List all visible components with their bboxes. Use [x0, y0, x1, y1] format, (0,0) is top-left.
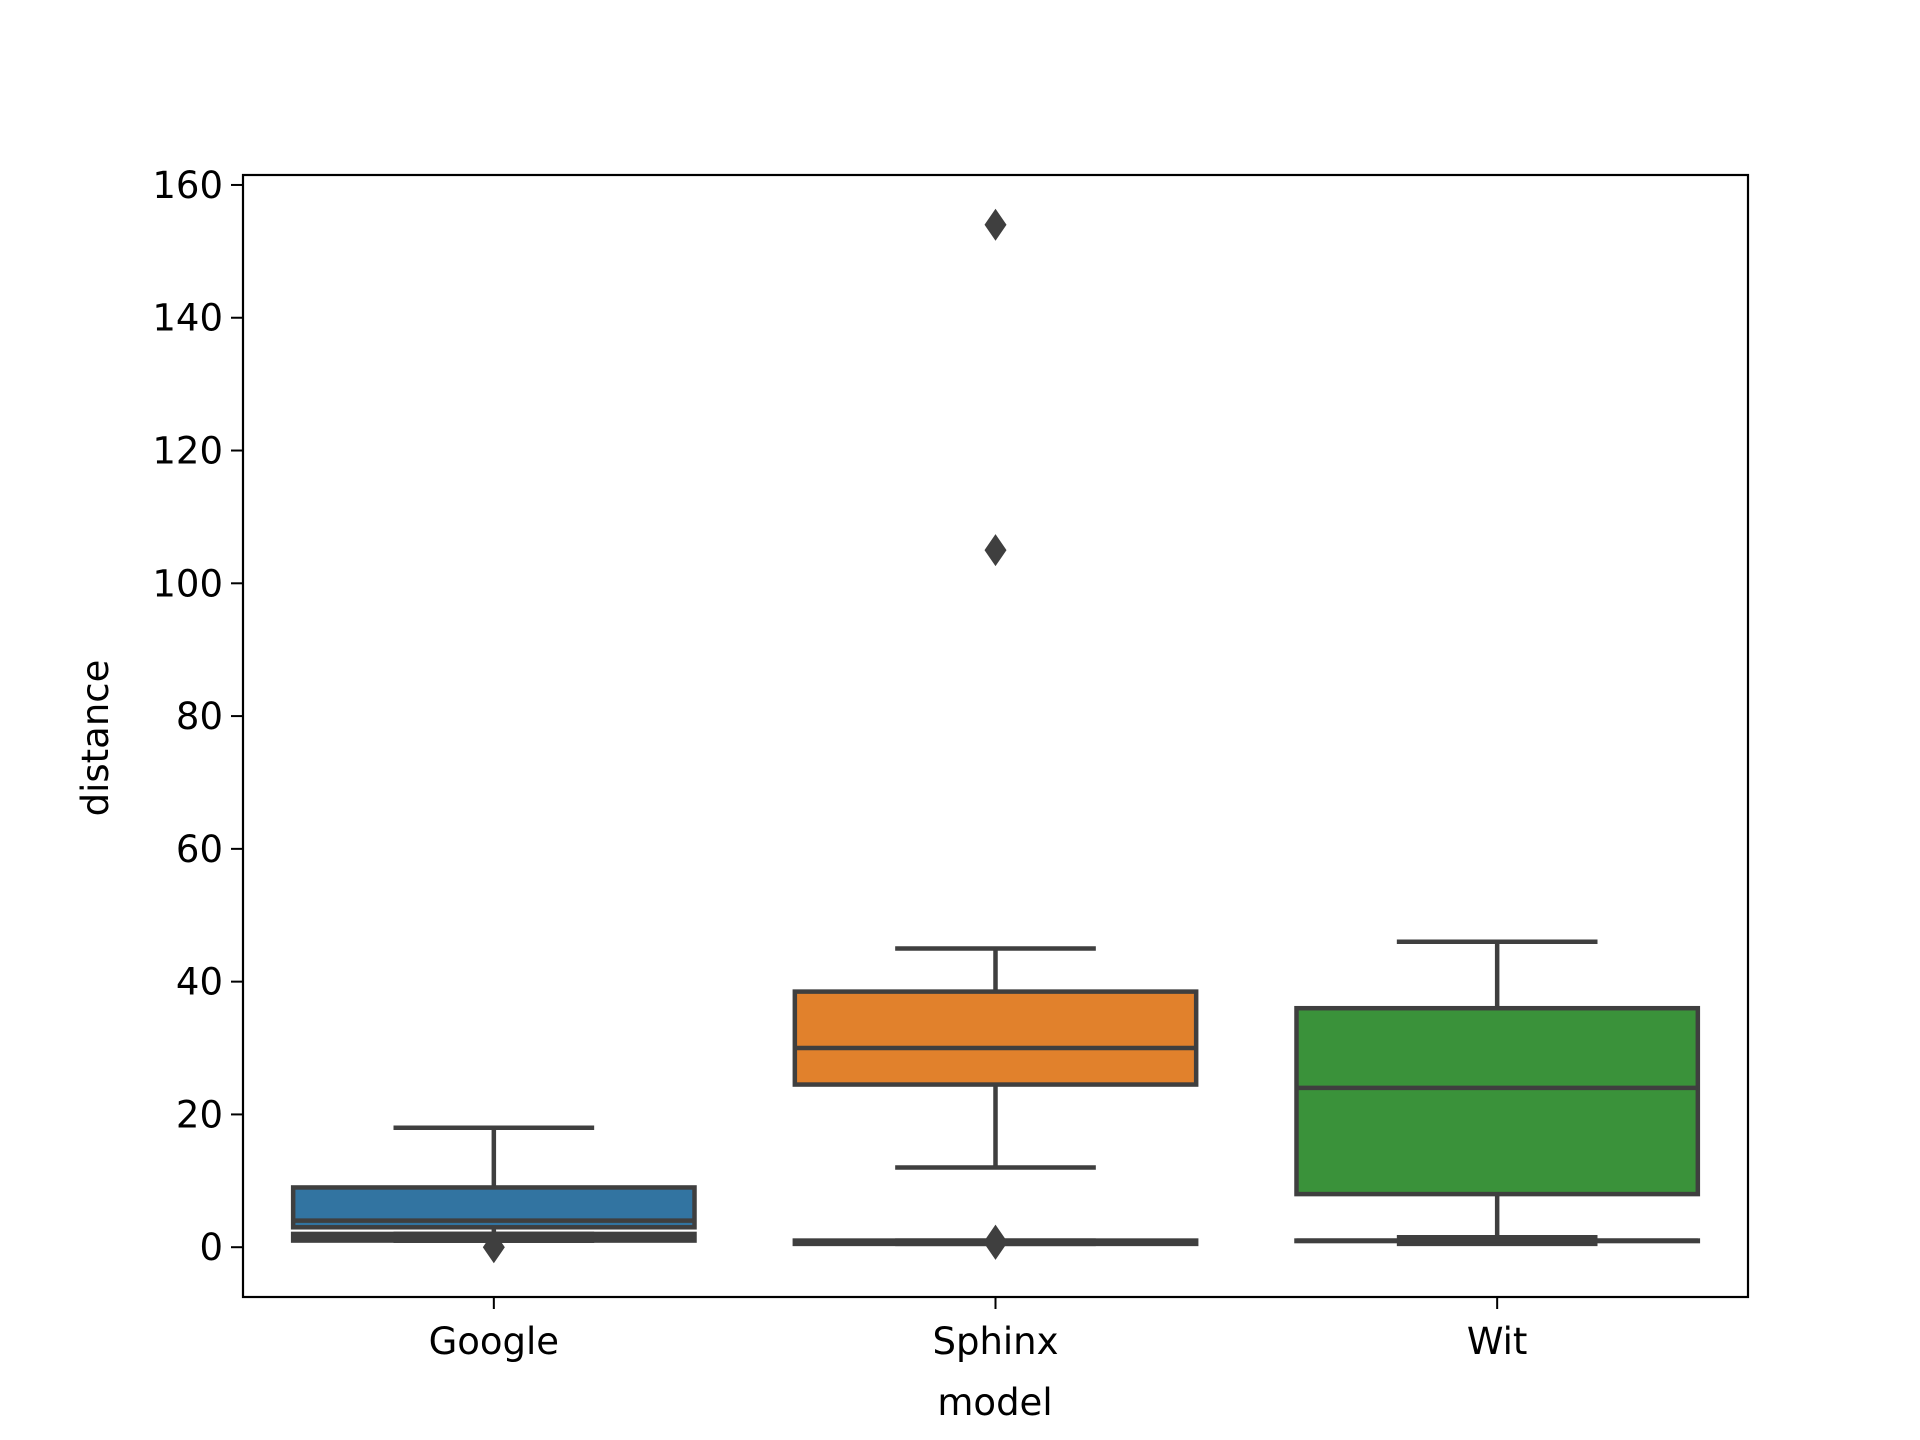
outlier-point — [984, 208, 1007, 241]
overlay-box-wit — [1294, 1234, 1701, 1247]
boxes-layer — [290, 939, 1701, 1247]
y-tick-label: 160 — [152, 164, 223, 207]
y-axis-label: distance — [74, 660, 117, 817]
outlier-point — [984, 1227, 1007, 1260]
x-tick-label: Sphinx — [932, 1320, 1058, 1363]
y-tick-label: 0 — [199, 1226, 223, 1269]
box-google — [290, 1125, 697, 1243]
y-tick-label: 40 — [176, 961, 223, 1004]
box-iqr — [792, 989, 1199, 1087]
y-axis-ticks: 0 20 40 60 80 100 120 140 160 — [152, 164, 243, 1269]
y-tick-label: 60 — [176, 828, 223, 871]
x-tick-label: Wit — [1467, 1320, 1528, 1363]
box-wit — [1294, 939, 1701, 1243]
x-axis-label: model — [937, 1381, 1052, 1424]
outlier-point — [482, 1231, 505, 1264]
x-tick-label: Google — [429, 1320, 559, 1363]
outlier-point — [984, 534, 1007, 567]
y-tick-label: 140 — [152, 297, 223, 340]
y-tick-label: 20 — [176, 1093, 223, 1136]
box-iqr — [1294, 1005, 1701, 1197]
y-tick-label: 80 — [176, 695, 223, 738]
outliers-layer — [482, 208, 1007, 1264]
x-axis-ticks: Google Sphinx Wit — [429, 1297, 1528, 1363]
y-tick-label: 100 — [152, 562, 223, 605]
y-tick-label: 120 — [152, 430, 223, 473]
box-sphinx — [792, 946, 1199, 1170]
